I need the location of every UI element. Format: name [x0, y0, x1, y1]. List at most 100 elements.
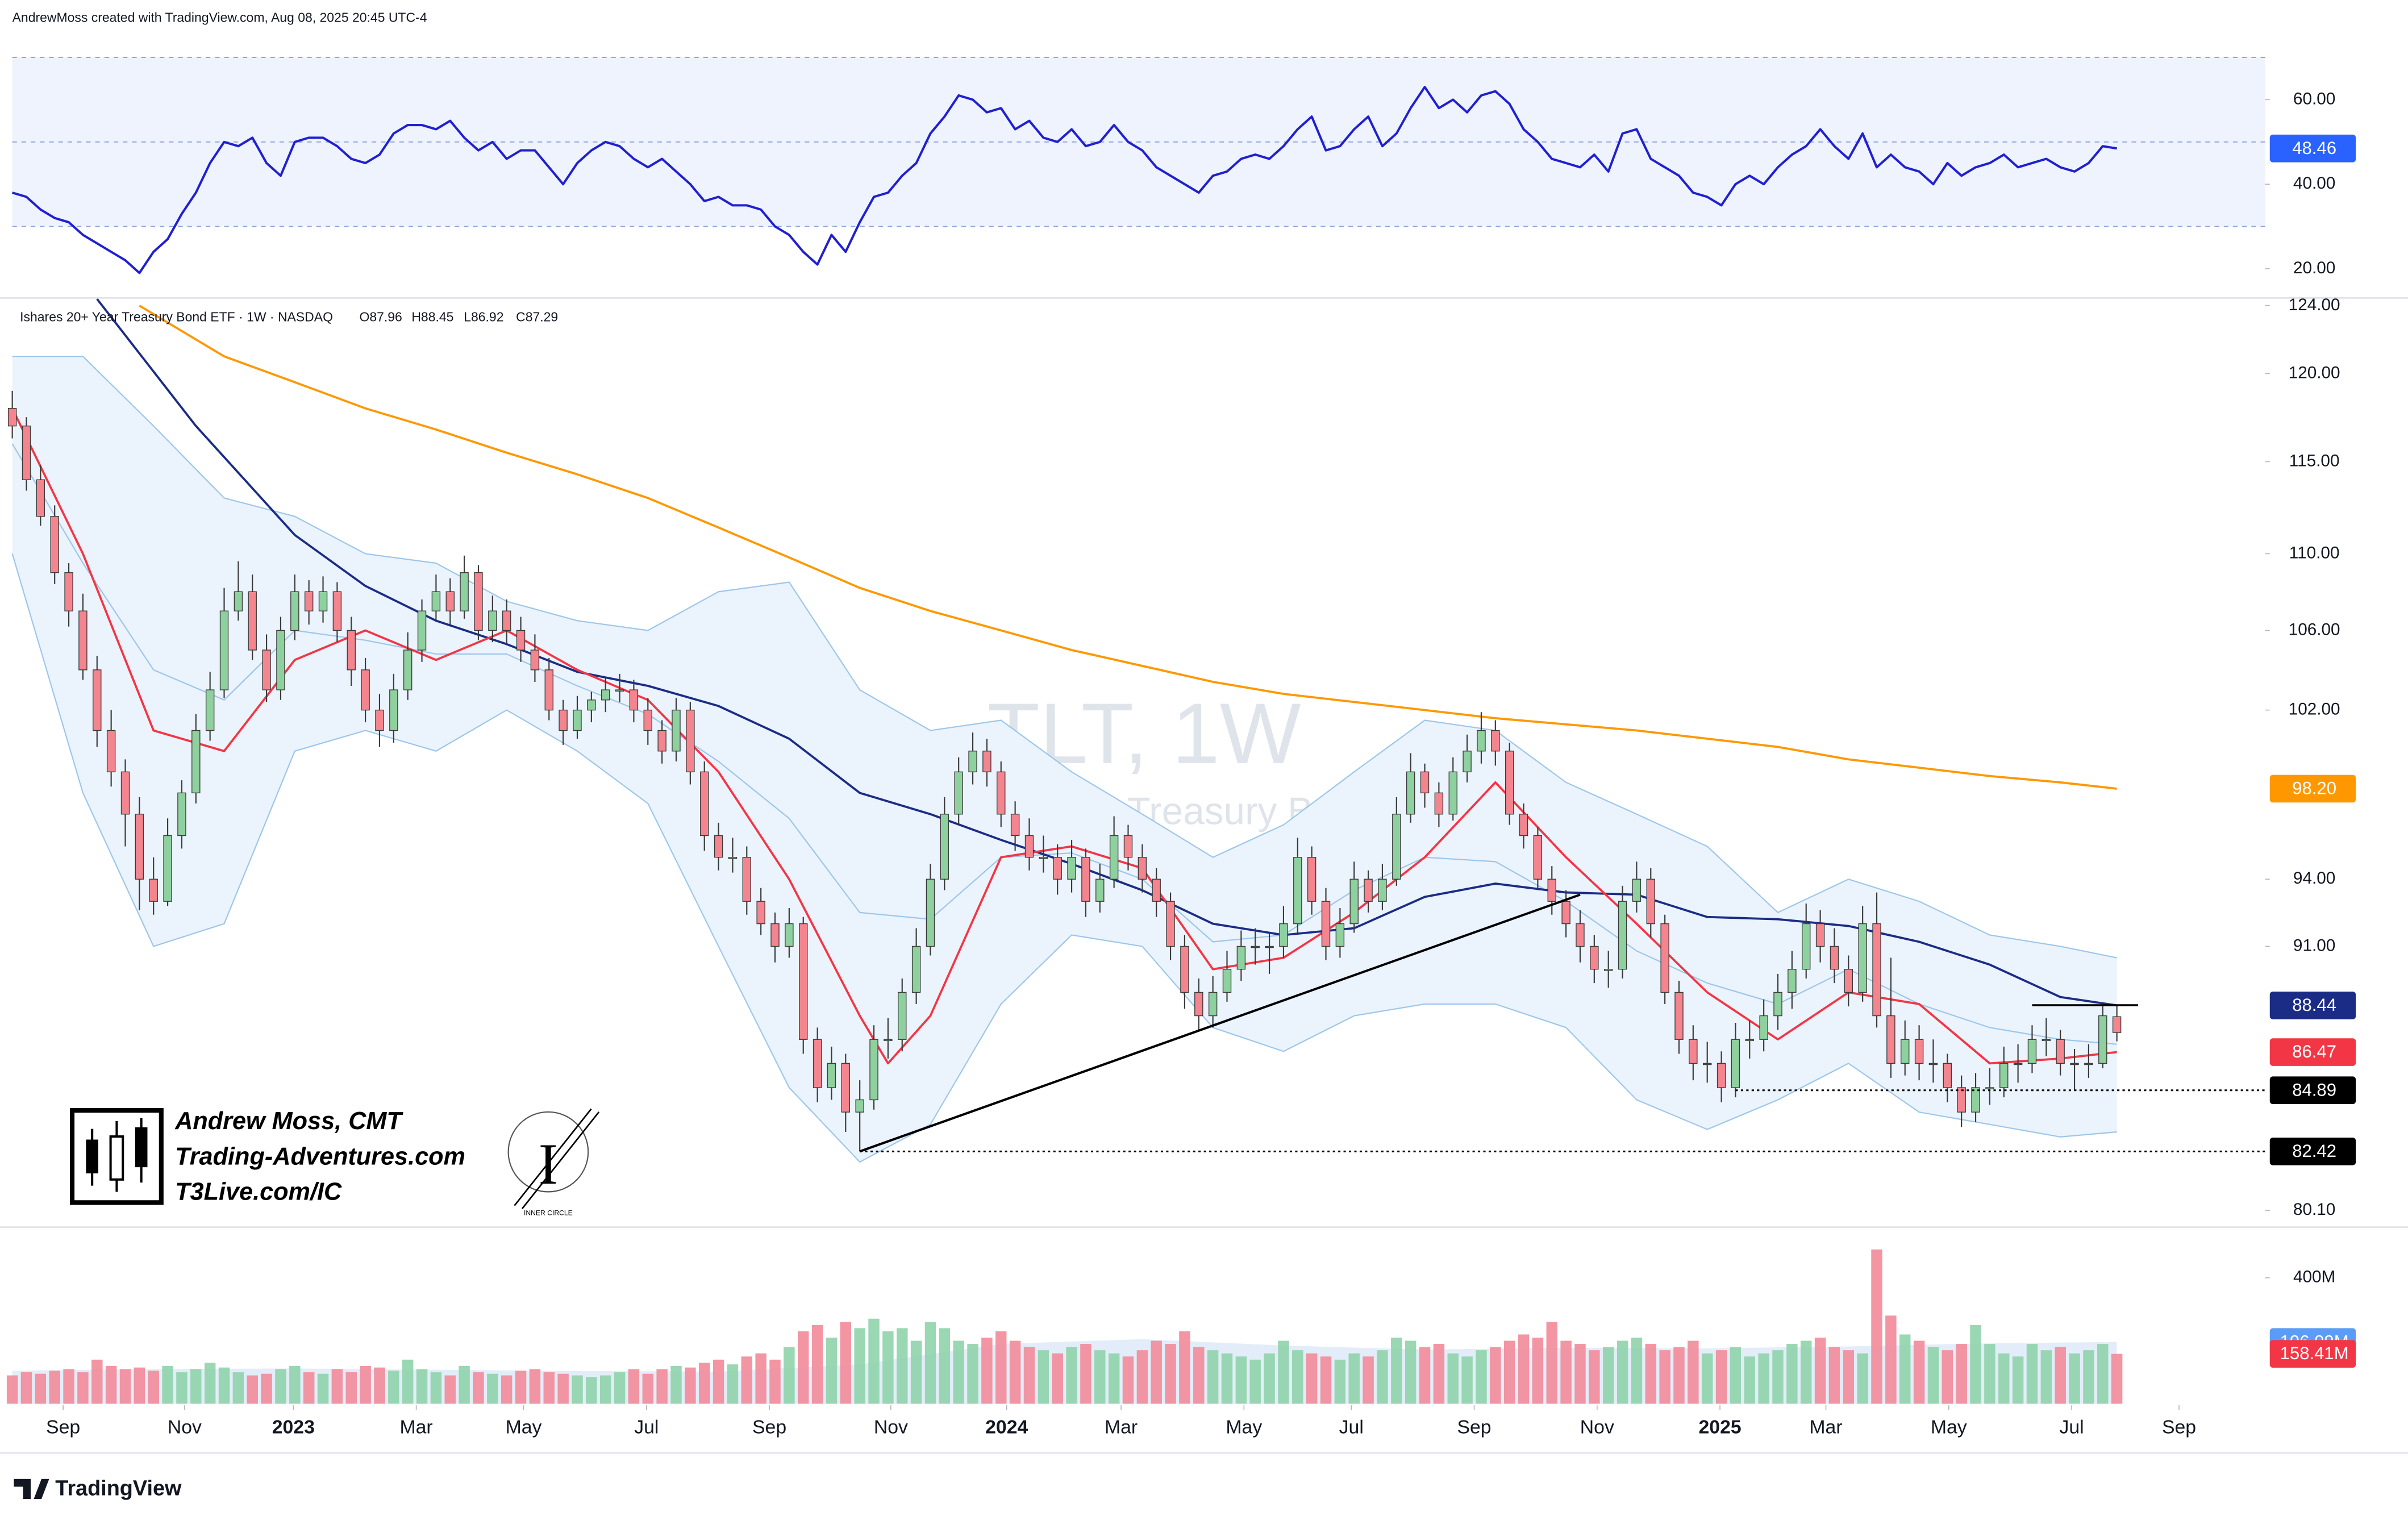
volume-bar: [459, 1365, 470, 1404]
candle-body: [1646, 878, 1655, 925]
candle-body: [219, 610, 229, 690]
candle-body: [756, 901, 765, 925]
y-tick-label: 91.00: [2293, 936, 2335, 955]
volume-bar: [91, 1359, 103, 1404]
volume-bar: [1659, 1350, 1670, 1404]
candle-body: [389, 689, 398, 731]
volume-bar: [1688, 1340, 1699, 1404]
volume-bar: [487, 1373, 498, 1404]
volume-bar: [2097, 1344, 2109, 1404]
volume-bar: [586, 1377, 597, 1404]
candle-body: [1985, 1087, 1994, 1089]
volume-bar: [331, 1369, 343, 1404]
candle-body: [629, 689, 639, 711]
volume-bar: [727, 1364, 739, 1404]
volume-bar: [1292, 1350, 1303, 1404]
volume-bar: [769, 1359, 781, 1404]
volume-bar: [1207, 1350, 1219, 1404]
volume-bar: [572, 1375, 583, 1404]
candle-body: [1463, 751, 1472, 773]
volume-bar: [910, 1340, 922, 1404]
y-tick-label: 115.00: [2289, 451, 2340, 470]
volume-bar: [1264, 1353, 1275, 1404]
volume-bar: [148, 1371, 159, 1404]
volume-bar: [1023, 1347, 1035, 1404]
volume-bar: [854, 1328, 865, 1404]
volume-bar: [345, 1372, 357, 1404]
volume-bar: [2111, 1354, 2123, 1404]
volume-bar: [1645, 1344, 1657, 1404]
volume-bar: [656, 1369, 668, 1404]
volume-bar: [1899, 1334, 1911, 1404]
candle-body: [968, 751, 977, 773]
candle-body: [1603, 969, 1613, 971]
volume-bar: [1532, 1337, 1544, 1404]
x-tick-label: Jul: [634, 1417, 659, 1438]
candle-body: [544, 669, 553, 711]
candle-body: [2112, 1016, 2122, 1033]
symbol-legend: Ishares 20+ Year Treasury Bond ETF · 1W …: [20, 310, 333, 324]
candle-body: [813, 1039, 822, 1088]
volume-bar: [1136, 1350, 1148, 1404]
candle-body: [714, 835, 723, 858]
author-logo: Andrew Moss, CMT Trading-Adventures.com …: [69, 1107, 600, 1217]
volume-bar: [1108, 1353, 1120, 1404]
candle-body: [926, 878, 935, 947]
candle-body: [1010, 814, 1020, 836]
volume-bar: [1828, 1347, 1840, 1404]
volume-bar: [1391, 1337, 1402, 1404]
price-badge-label: 84.89: [2292, 1080, 2336, 1100]
candle-body: [1928, 1063, 1938, 1065]
volume-bar: [374, 1367, 385, 1404]
candle-body: [1773, 992, 1782, 1017]
trendline: [859, 893, 1581, 1153]
price-badge-label: 86.47: [2292, 1042, 2336, 1061]
candle-body: [191, 730, 201, 794]
x-tick-label: Sep: [2162, 1417, 2196, 1438]
candle-body: [1759, 1015, 1768, 1040]
x-tick-label: Jul: [2059, 1417, 2084, 1438]
volume-bar: [430, 1372, 442, 1404]
volume-bar: [444, 1375, 456, 1404]
candle-body: [1109, 835, 1119, 880]
price-badge-label: 88.44: [2292, 995, 2336, 1015]
emblem-stroke: [521, 1111, 600, 1209]
candle-body: [1844, 969, 1853, 993]
candle-body: [587, 699, 596, 711]
candle-body: [290, 591, 299, 631]
candle-body: [530, 649, 540, 671]
volume-bar: [2083, 1350, 2094, 1404]
candle-body: [982, 751, 991, 773]
volume-bar: [1038, 1350, 1049, 1404]
candle-body: [1689, 1039, 1698, 1064]
volume-bar: [1857, 1353, 1868, 1404]
candle-body: [1477, 730, 1486, 752]
candle-body: [262, 649, 271, 690]
volume-bar: [2069, 1353, 2080, 1404]
candle-body: [997, 771, 1006, 815]
x-tick-label: May: [1931, 1417, 1967, 1438]
candle-body: [1039, 857, 1048, 859]
candle-body: [1420, 771, 1430, 794]
candle-body: [2027, 1039, 2037, 1064]
volume-bar: [473, 1372, 484, 1404]
logo-candle: [86, 1139, 98, 1173]
candle-body: [884, 1039, 893, 1042]
volume-bar: [784, 1347, 795, 1404]
candle-body: [728, 857, 738, 859]
candle-body: [7, 407, 17, 427]
candle-body: [78, 610, 88, 671]
candle-body: [502, 610, 511, 631]
volume-bar: [1560, 1340, 1572, 1404]
volume-bar: [275, 1369, 286, 1404]
y-tick-label: 110.00: [2289, 543, 2340, 562]
y-tick-label: 40.00: [2293, 174, 2335, 193]
volume-bar: [698, 1363, 710, 1404]
volume-bar: [840, 1322, 852, 1404]
candle-body: [1802, 923, 1811, 970]
author-site: Trading-Adventures.com: [175, 1143, 465, 1170]
bollinger-upper: [12, 356, 2117, 959]
candle-body: [1886, 1015, 1895, 1064]
volume-bar: [1927, 1347, 1939, 1404]
x-tick-label: May: [506, 1417, 542, 1438]
